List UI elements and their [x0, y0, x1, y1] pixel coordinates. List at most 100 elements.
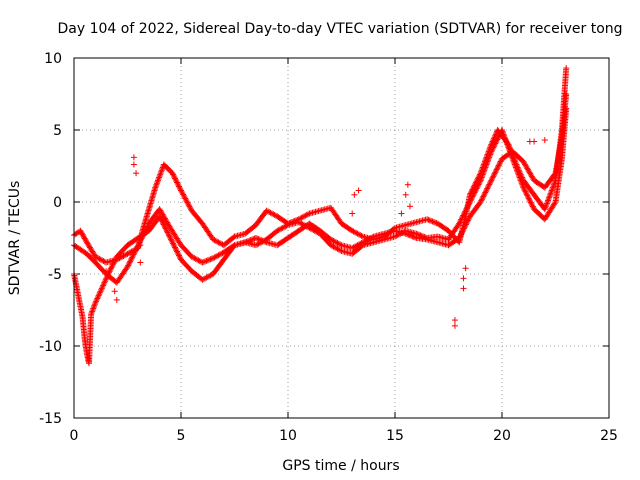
data-point — [77, 227, 84, 234]
data-point — [170, 171, 177, 178]
data-point — [456, 219, 463, 226]
data-point — [460, 211, 467, 218]
data-point — [135, 240, 142, 247]
data-point — [563, 91, 570, 97]
data-point — [563, 105, 570, 112]
data-point — [194, 256, 201, 263]
outlier-point — [103, 268, 110, 275]
data-point — [477, 177, 484, 184]
data-point — [170, 241, 177, 248]
data-point — [185, 202, 192, 209]
data-point — [156, 174, 163, 181]
data-point — [541, 206, 548, 213]
data-point — [517, 177, 524, 184]
data-point — [518, 178, 525, 185]
data-point — [175, 251, 182, 258]
outlier-point — [460, 275, 467, 282]
data-point — [333, 239, 340, 246]
data-point — [468, 194, 475, 201]
data-point — [159, 220, 166, 227]
x-tick-label: 15 — [386, 428, 404, 444]
data-point — [484, 158, 491, 165]
data-point — [210, 236, 217, 243]
data-point — [165, 230, 172, 237]
data-point — [173, 247, 180, 254]
data-point — [282, 223, 289, 230]
outlier-point — [541, 137, 548, 144]
data-point — [218, 250, 225, 257]
x-tick-label: 20 — [493, 428, 511, 444]
data-point — [480, 193, 487, 200]
data-point — [182, 196, 189, 203]
data-point — [489, 174, 496, 181]
data-point — [462, 222, 469, 229]
data-point — [152, 183, 159, 190]
data-point — [484, 160, 491, 167]
data-point — [527, 199, 534, 206]
data-point — [492, 167, 499, 174]
data-point — [214, 238, 221, 245]
data-point — [467, 197, 474, 204]
data-point — [123, 251, 130, 258]
data-point — [176, 183, 183, 190]
data-point — [78, 229, 85, 236]
data-point — [254, 235, 261, 242]
data-point — [430, 218, 437, 225]
data-point — [95, 292, 102, 299]
data-point — [397, 230, 404, 237]
data-point — [520, 184, 527, 191]
x-tick-label: 5 — [177, 428, 186, 444]
data-point — [494, 136, 501, 143]
data-point — [158, 217, 165, 224]
data-point — [471, 189, 478, 196]
data-point — [175, 252, 182, 259]
chart-title: Day 104 of 2022, Sidereal Day-to-day VTE… — [57, 21, 622, 37]
data-points — [71, 65, 570, 367]
data-point — [334, 245, 341, 252]
data-point — [544, 199, 551, 205]
data-point — [173, 178, 180, 185]
data-point — [88, 311, 95, 318]
data-point — [424, 216, 431, 223]
outlier-point — [351, 191, 358, 198]
data-point — [433, 220, 440, 227]
data-point — [416, 231, 423, 238]
data-point — [200, 258, 207, 265]
data-point — [349, 227, 356, 234]
data-point — [493, 166, 500, 173]
data-point — [353, 229, 360, 236]
data-point — [212, 253, 219, 260]
data-point — [301, 213, 308, 220]
data-point — [156, 213, 163, 220]
data-point — [202, 275, 209, 282]
data-point — [127, 257, 134, 264]
data-point — [470, 192, 477, 199]
data-point — [469, 193, 476, 200]
data-point — [490, 143, 497, 150]
data-point — [125, 261, 132, 268]
data-point — [92, 253, 99, 260]
data-point — [81, 235, 88, 242]
data-point — [159, 165, 166, 172]
data-point — [523, 190, 530, 196]
data-point — [175, 182, 182, 189]
data-point — [329, 237, 336, 244]
data-point — [432, 219, 439, 226]
data-point — [167, 236, 174, 243]
data-point — [461, 224, 468, 231]
data-point — [528, 200, 535, 207]
data-point — [204, 257, 211, 264]
data-point — [160, 221, 167, 228]
data-point — [506, 147, 513, 154]
outlier-point — [130, 154, 137, 161]
data-point — [490, 144, 497, 151]
data-point — [250, 236, 257, 243]
data-point — [125, 250, 132, 257]
data-point — [168, 237, 175, 244]
data-point — [468, 196, 475, 203]
data-point — [100, 281, 107, 288]
data-point — [504, 141, 511, 148]
x-tick-label: 0 — [70, 428, 79, 444]
data-point — [256, 240, 263, 247]
